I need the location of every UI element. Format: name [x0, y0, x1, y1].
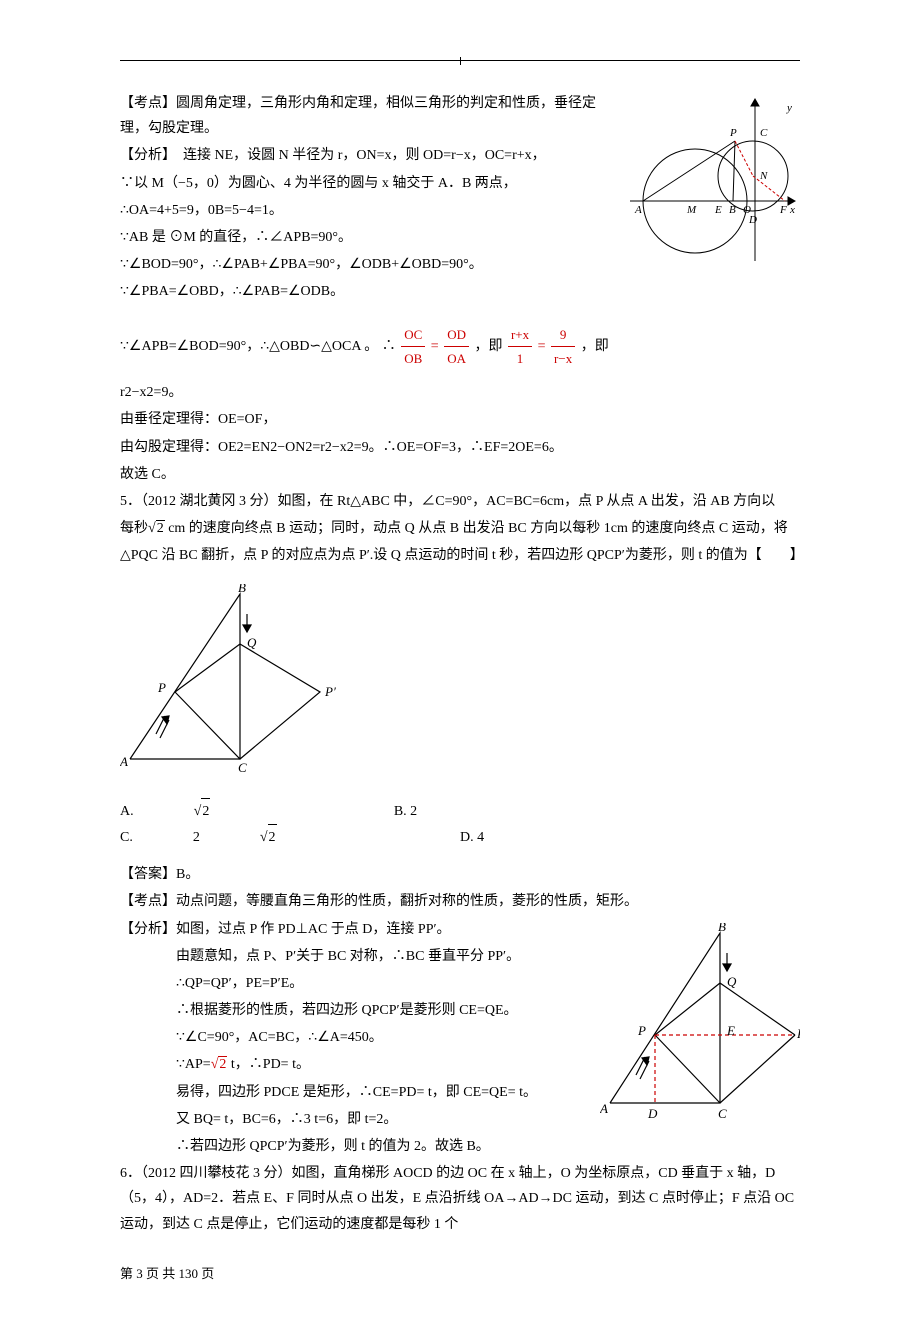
- sqrt-2-icon: 2: [148, 516, 165, 541]
- svg-text:P′: P′: [324, 684, 336, 699]
- svg-text:A: A: [600, 1101, 608, 1116]
- analysis-7c: ，即: [474, 339, 506, 354]
- q5-line-1: 5．（2012 湖北黄冈 3 分）如图，在 Rt△ABC 中，∠C=90°，AC…: [120, 489, 800, 514]
- svg-text:D: D: [748, 214, 757, 226]
- analysis-line-6: ∵∠PBA=∠OBD，∴∠PAB=∠ODB。: [120, 279, 800, 304]
- option-a: A. 2: [120, 798, 330, 824]
- svg-text:D: D: [647, 1106, 658, 1121]
- svg-text:C: C: [238, 760, 247, 774]
- fraction-od-oa: ODOA: [444, 323, 469, 371]
- svg-text:B: B: [238, 584, 246, 595]
- svg-text:B: B: [718, 923, 726, 934]
- svg-text:Q: Q: [727, 974, 737, 989]
- option-c: C. 22: [120, 824, 397, 850]
- q5-2a: 每秒: [120, 521, 148, 536]
- analysis-line-7: ∵∠APB=∠BOD=90°，∴△OBD∽△OCA 。 ∴ OCOB = ODO…: [120, 323, 800, 371]
- svg-text:P: P: [729, 127, 737, 139]
- svg-text:C: C: [718, 1106, 727, 1121]
- analysis-line-10: 由勾股定理得：OE2=EN2−ON2=r2−x2=9。∴OE=OF=3，∴EF=…: [120, 435, 800, 460]
- fraction-9-rx: 9r−x: [551, 323, 575, 371]
- analysis-line-9: 由垂径定理得：OE=OF，: [120, 407, 800, 432]
- sol5-8b: t，∴PD= t。: [227, 1057, 310, 1072]
- sol5-answer: 【答案】B。: [120, 862, 800, 887]
- svg-text:F: F: [779, 204, 787, 216]
- sol5-topics: 【考点】动点问题，等腰直角三角形的性质，翻折对称的性质，菱形的性质，矩形。: [120, 889, 800, 914]
- figure-circle-diagram: y C P N A M E B O F x D: [625, 91, 800, 275]
- svg-text:E: E: [714, 204, 722, 216]
- fraction-oc-ob: OCOB: [401, 323, 425, 371]
- q5-line-3: △PQC 沿 BC 翻折，点 P 的对应点为点 P′.设 Q 点运动的时间 t …: [120, 543, 800, 568]
- page-footer: 第 3 页 共 130 页: [120, 1262, 800, 1285]
- svg-text:y: y: [786, 102, 792, 114]
- svg-text:P′: P′: [796, 1026, 800, 1041]
- q5-line-2: 每秒2 cm 的速度向终点 B 运动；同时，动点 Q 从点 B 出发沿 BC 方…: [120, 516, 800, 541]
- analysis-7a: ∵∠APB=∠BOD=90°，∴△OBD∽△OCA 。: [120, 339, 378, 354]
- svg-text:N: N: [759, 170, 768, 182]
- page-top-divider: [120, 60, 800, 61]
- analysis-7b: ∴: [382, 339, 400, 354]
- svg-text:x: x: [789, 204, 795, 216]
- svg-text:A: A: [634, 204, 642, 216]
- sol5-8a: ∵AP=: [176, 1057, 211, 1072]
- svg-text:P: P: [157, 680, 166, 695]
- q6-line-1: 6．（2012 四川攀枝花 3 分）如图，直角梯形 AOCD 的边 OC 在 x…: [120, 1161, 800, 1237]
- svg-text:A: A: [120, 754, 128, 769]
- option-d: D. 4: [460, 825, 484, 850]
- svg-text:B: B: [729, 204, 736, 216]
- sol5-line-11: ∴若四边形 QPCP′为菱形，则 t 的值为 2。故选 B。: [120, 1134, 800, 1159]
- q5-2b: cm 的速度向终点 B 运动；同时，动点 Q 从点 B 出发沿 BC 方向以每秒…: [165, 521, 788, 536]
- svg-text:C: C: [760, 127, 768, 139]
- fraction-rx-1: r+x1: [508, 323, 532, 371]
- option-b: B. 2: [394, 799, 417, 824]
- sqrt-2-red-icon: 2: [211, 1052, 228, 1077]
- svg-text:P: P: [637, 1023, 646, 1038]
- svg-text:M: M: [686, 204, 697, 216]
- analysis-line-8: r2−x2=9。: [120, 380, 800, 405]
- svg-text:Q: Q: [247, 635, 257, 650]
- analysis-line-11: 故选 C。: [120, 462, 800, 487]
- figure-triangle-pqcp-prime: A B Q P E P′ D C: [600, 923, 800, 1132]
- figure-triangle-pqc: A B Q P P′ C: [120, 584, 800, 783]
- analysis-7d: ，即: [581, 339, 609, 354]
- q5-options: A. 2 B. 2 C. 22 D. 4: [120, 798, 800, 850]
- svg-text:E: E: [726, 1023, 735, 1038]
